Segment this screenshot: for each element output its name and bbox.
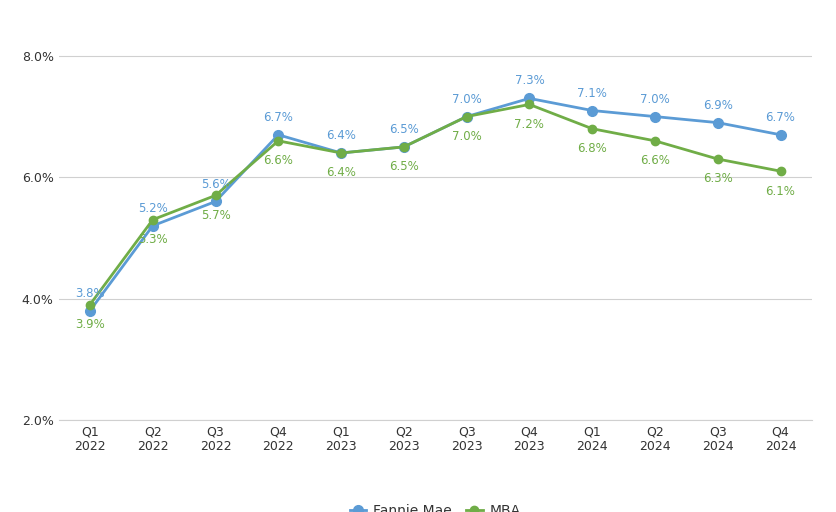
Text: 5.3%: 5.3%: [138, 233, 167, 246]
MBA: [399, 144, 409, 150]
Text: 6.7%: 6.7%: [765, 111, 794, 124]
Text: 6.6%: 6.6%: [640, 154, 669, 167]
MBA: [147, 217, 157, 223]
Text: 6.3%: 6.3%: [702, 173, 732, 185]
Text: 6.1%: 6.1%: [765, 184, 794, 198]
Text: 3.8%: 3.8%: [75, 287, 104, 300]
Text: 7.0%: 7.0%: [451, 130, 481, 143]
Text: 3.9%: 3.9%: [75, 318, 104, 331]
Fannie Mae: [335, 150, 346, 156]
Text: 6.9%: 6.9%: [702, 99, 732, 112]
Text: 6.7%: 6.7%: [263, 111, 293, 124]
Text: 7.3%: 7.3%: [514, 74, 543, 88]
Text: 7.1%: 7.1%: [577, 87, 606, 100]
MBA: [649, 138, 659, 144]
MBA: [461, 114, 472, 120]
Fannie Mae: [85, 308, 95, 314]
Text: 7.2%: 7.2%: [514, 118, 543, 131]
Legend: Fannie Mae, MBA: Fannie Mae, MBA: [344, 498, 526, 512]
Text: 6.5%: 6.5%: [389, 123, 418, 136]
Line: Fannie Mae: Fannie Mae: [85, 94, 784, 315]
Fannie Mae: [399, 144, 409, 150]
Text: 7.0%: 7.0%: [451, 93, 481, 105]
Text: 6.4%: 6.4%: [326, 129, 355, 142]
Fannie Mae: [147, 223, 157, 229]
MBA: [85, 302, 95, 308]
Fannie Mae: [711, 120, 721, 126]
Fannie Mae: [586, 108, 596, 114]
Fannie Mae: [523, 95, 533, 101]
MBA: [586, 125, 596, 132]
Text: 5.7%: 5.7%: [201, 209, 230, 222]
MBA: [774, 168, 784, 174]
Text: 6.5%: 6.5%: [389, 160, 418, 173]
MBA: [711, 156, 721, 162]
Fannie Mae: [461, 114, 472, 120]
Fannie Mae: [211, 199, 221, 205]
Text: 6.4%: 6.4%: [326, 166, 355, 179]
Line: MBA: MBA: [86, 100, 783, 309]
Fannie Mae: [774, 132, 784, 138]
MBA: [211, 193, 221, 199]
MBA: [523, 101, 533, 108]
Text: 5.6%: 5.6%: [201, 178, 230, 190]
Text: 6.8%: 6.8%: [577, 142, 606, 155]
Text: 6.6%: 6.6%: [263, 154, 293, 167]
MBA: [273, 138, 283, 144]
MBA: [335, 150, 346, 156]
Text: 7.0%: 7.0%: [640, 93, 669, 105]
Text: 5.2%: 5.2%: [138, 202, 167, 215]
Fannie Mae: [273, 132, 283, 138]
Fannie Mae: [649, 114, 659, 120]
